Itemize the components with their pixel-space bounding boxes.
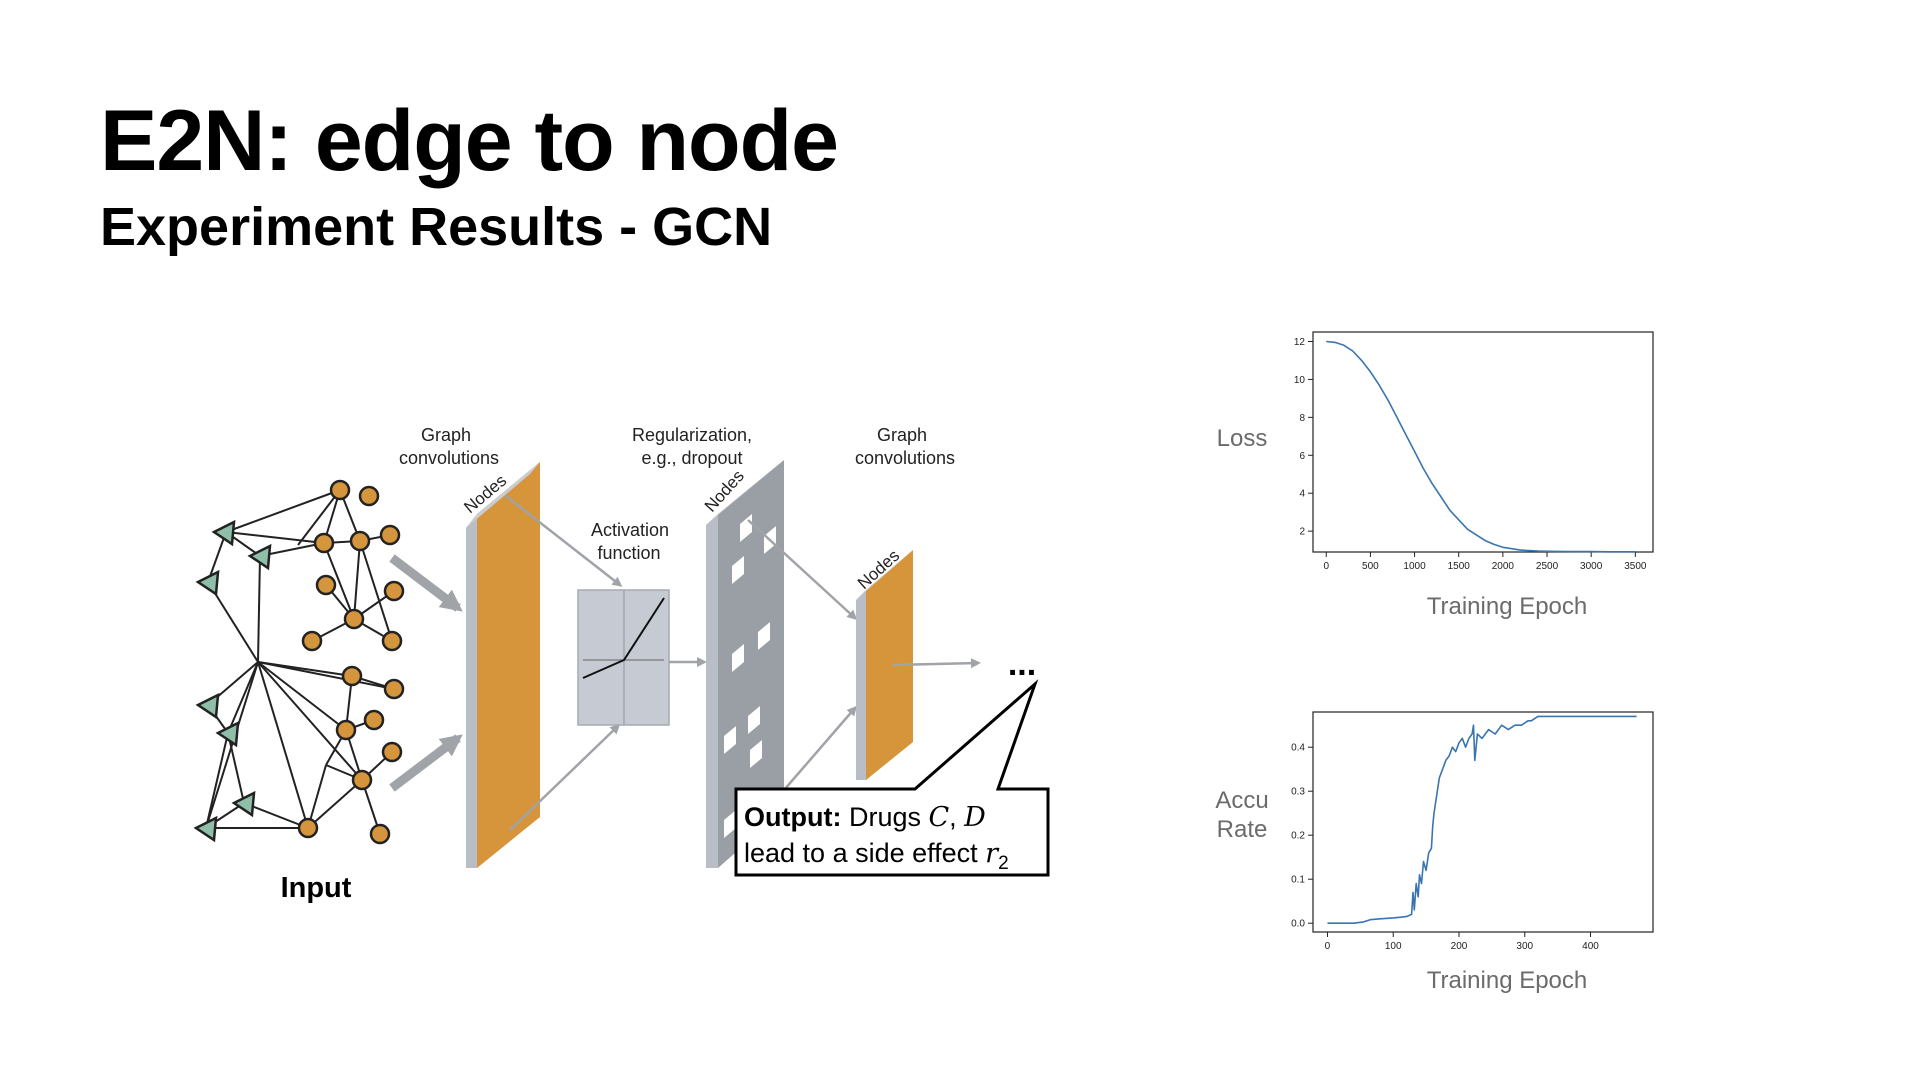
y-tick-label: 0.3 (1291, 787, 1305, 798)
output-bold: Output: (744, 802, 841, 832)
slide-subtitle: Experiment Results - GCN (100, 197, 773, 257)
y-tick-label: 8 (1299, 413, 1305, 424)
graph-conv-1-line2: convolutions (399, 448, 499, 468)
x-tick-label: 200 (1451, 941, 1468, 952)
series-line (1327, 715, 1637, 925)
output-text-line1: Output: Drugs C, D (744, 802, 986, 833)
graph-conv-2-line2: convolutions (855, 448, 955, 468)
drug-c: C (928, 802, 949, 833)
plot-frame (1312, 711, 1654, 933)
circle-node (329, 479, 351, 501)
output-side-effect: lead to a side effect (744, 838, 985, 868)
circle-node (381, 741, 403, 763)
x-tick-label: 2500 (1536, 561, 1559, 572)
circle-node (343, 608, 365, 630)
circle-node (383, 678, 405, 700)
chart-loss: 0 500 1000 1500 2000 2500 3000 3500 2 4 6 8 10 12 Loss… (1217, 331, 1654, 620)
x-tick-label: 3500 (1624, 561, 1647, 572)
x-tick-label: 500 (1362, 561, 1379, 572)
circle-node (369, 823, 391, 845)
triangle-node (193, 815, 218, 843)
circle-node (351, 769, 373, 791)
input-label: Input (281, 872, 352, 904)
x-tick-label: 300 (1516, 941, 1533, 952)
graph-triangle-nodes (193, 519, 272, 843)
y-tick-label: 4 (1299, 489, 1305, 500)
x-tick-label: 0 (1325, 941, 1331, 952)
input-arrow-bottom (389, 734, 463, 792)
x-tick-label: 100 (1385, 941, 1402, 952)
output-text-line2: lead to a side effect r2 (744, 838, 1009, 874)
regularization-line2: e.g., dropout (641, 448, 742, 468)
x-tick-label: 2000 (1492, 561, 1515, 572)
circle-node (313, 532, 335, 554)
x-tick-label: 400 (1582, 941, 1599, 952)
activation-box (577, 589, 670, 726)
y-axis-label: Rate (1217, 816, 1268, 843)
graph-conv-panel-1 (466, 462, 540, 868)
triangle-node (195, 692, 220, 720)
x-tick-label: 3000 (1580, 561, 1603, 572)
triangle-node (231, 790, 256, 818)
circle-node (349, 530, 371, 552)
activation-line2: function (597, 543, 660, 563)
dropout-panel (706, 460, 784, 868)
circle-node (363, 709, 385, 731)
regularization-line1: Regularization, (632, 425, 752, 445)
output-drugs: Drugs (841, 802, 928, 832)
circle-node (383, 580, 405, 602)
output-callout (734, 679, 1050, 877)
x-axis-label: Training Epoch (1427, 593, 1588, 620)
y-axis-label: Loss (1217, 425, 1268, 452)
y-tick-label: 6 (1299, 451, 1305, 462)
y-tick-label: 0.1 (1291, 875, 1305, 886)
y-tick-label: 0.0 (1291, 919, 1305, 930)
triangle-node (211, 519, 236, 547)
y-tick-label: 2 (1299, 527, 1305, 538)
circle-node (358, 485, 380, 507)
y-tick-label: 12 (1294, 337, 1306, 348)
circle-node (341, 665, 363, 687)
graph-conv-panel-2 (856, 550, 913, 780)
slide-title: E2N: edge to node (100, 93, 839, 189)
circle-node (381, 630, 403, 652)
activation-line1: Activation (591, 520, 669, 540)
y-tick-label: 0.4 (1291, 743, 1305, 754)
triangle-node (195, 569, 220, 597)
circle-node (297, 817, 319, 839)
circle-node (315, 574, 337, 596)
triangle-node (247, 543, 272, 571)
circle-node (301, 630, 323, 652)
y-axis-label: Accu (1215, 787, 1268, 814)
circle-node (379, 524, 401, 546)
input-arrow-top (389, 554, 463, 612)
triangle-node (215, 720, 240, 748)
y-tick-label: 10 (1294, 375, 1306, 386)
circle-node (335, 719, 357, 741)
y-tick-label: 0.2 (1291, 831, 1305, 842)
graph-conv-2-line1: Graph (877, 425, 927, 445)
ellipsis: ... (1008, 645, 1036, 683)
x-tick-label: 1000 (1403, 561, 1426, 572)
graph-circle-nodes (297, 479, 405, 845)
series-line (1326, 340, 1636, 553)
plot-frame (1312, 331, 1654, 553)
effect-symbol: r (985, 838, 1000, 869)
graph-conv-1-line1: Graph (421, 425, 471, 445)
x-tick-label: 1500 (1448, 561, 1471, 572)
effect-subscript: 2 (998, 853, 1009, 874)
drug-d: D (963, 802, 986, 833)
x-axis-label: Training Epoch (1427, 967, 1588, 994)
x-tick-label: 0 (1323, 561, 1329, 572)
drug-comma: , (949, 802, 964, 832)
